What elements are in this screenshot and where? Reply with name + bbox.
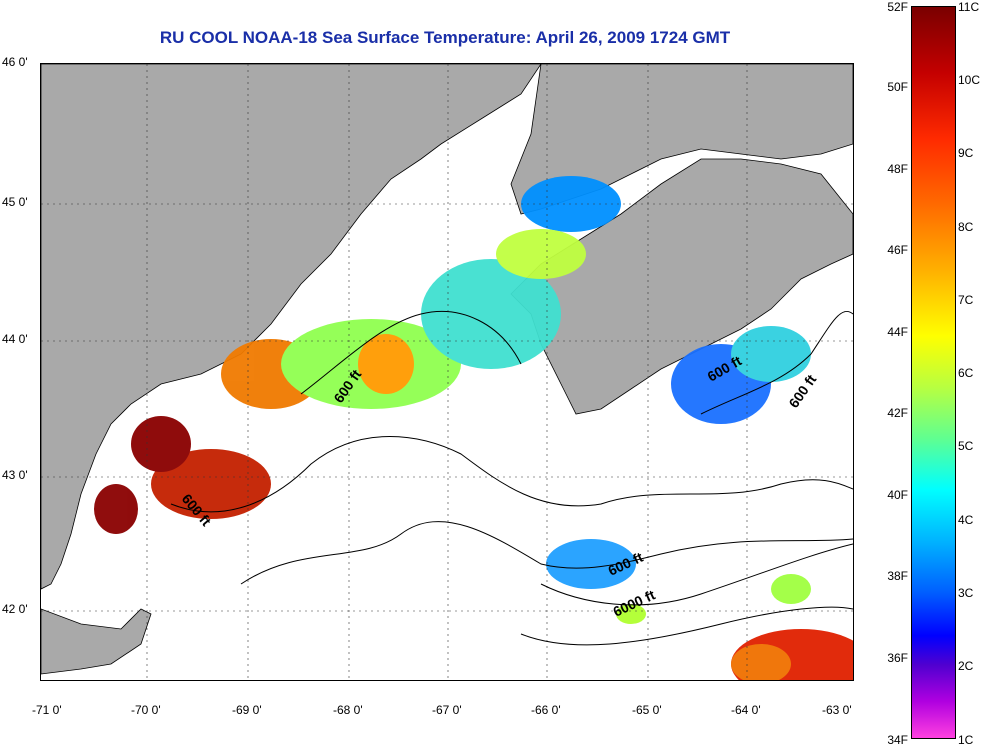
map-title: RU COOL NOAA-18 Sea Surface Temperature:…: [159, 28, 731, 47]
sst-patch-darkred-small: [94, 484, 138, 534]
colorbar-c-7: 7C: [958, 293, 974, 307]
colorbar-f-46: 46F: [887, 243, 908, 257]
bathymetry-contours: [170, 310, 853, 646]
colorbar-f-48: 48F: [887, 162, 908, 176]
colorbar-f-38: 38F: [887, 569, 908, 583]
land-nova-scotia: [510, 158, 853, 415]
land-cape-cod: [41, 608, 152, 675]
colorbar-f-40: 40F: [887, 488, 908, 502]
colorbar-c-11: 11C: [958, 0, 980, 14]
colorbar-c-8: 8C: [958, 220, 974, 234]
sst-patch-cyan-ns: [731, 326, 811, 382]
land-new-brunswick: [510, 64, 853, 215]
colorbar-c-2: 2C: [958, 659, 974, 673]
map-canvas: 600 ft 600 ft 600 ft 600 ft 600 ft 6000 …: [41, 64, 853, 680]
lat-tick-46: 46 0': [2, 55, 28, 69]
sst-patch-orange-se: [731, 644, 791, 680]
lat-tick-44: 44 0': [2, 332, 28, 346]
lat-tick-42: 42 0': [2, 602, 28, 616]
land: [41, 64, 853, 675]
colorbar-c-1: 1C: [958, 733, 974, 747]
colorbar-f-44: 44F: [887, 325, 908, 339]
sst-patch-green-gb: [771, 574, 811, 604]
colorbar: [911, 6, 956, 739]
colorbar-f-50: 50F: [887, 80, 908, 94]
lon-tick-63: -63 0': [822, 703, 852, 717]
colorbar-f-42: 42F: [887, 406, 908, 420]
sst-patch-coastal-darkred: [131, 416, 191, 472]
sst-patch-coastal-warm: [151, 449, 271, 519]
lon-tick-68: -68 0': [333, 703, 363, 717]
colorbar-f-36: 36F: [887, 651, 908, 665]
lon-tick-71: -71 0': [32, 703, 62, 717]
lon-tick-69: -69 0': [232, 703, 262, 717]
colorbar-c-9: 9C: [958, 146, 974, 160]
colorbar-f-34: 34F: [887, 733, 908, 747]
colorbar-c-4: 4C: [958, 513, 974, 527]
colorbar-c-3: 3C: [958, 586, 974, 600]
sst-patch-yellowgreen: [496, 229, 586, 279]
sst-map: 600 ft 600 ft 600 ft 600 ft 600 ft 6000 …: [40, 63, 854, 681]
lat-tick-43: 43 0': [2, 468, 28, 482]
sst-patch-orange-b: [358, 334, 414, 394]
sst-patch-green-s: [616, 604, 646, 624]
sst-patch-cyan-a: [421, 259, 561, 369]
sst-data: [94, 176, 853, 680]
sst-patch-blue-gb: [546, 539, 636, 589]
colorbar-f-52: 52F: [887, 0, 908, 14]
colorbar-c-6: 6C: [958, 366, 974, 380]
graticule: [41, 64, 853, 680]
colorbar-c-5: 5C: [958, 439, 974, 453]
colorbar-c-10: 10C: [958, 73, 981, 87]
lon-tick-70: -70 0': [131, 703, 161, 717]
lon-tick-64: -64 0': [731, 703, 761, 717]
lon-tick-65: -65 0': [632, 703, 662, 717]
lat-tick-45: 45 0': [2, 195, 28, 209]
lon-tick-66: -66 0': [531, 703, 561, 717]
lon-tick-67: -67 0': [432, 703, 462, 717]
